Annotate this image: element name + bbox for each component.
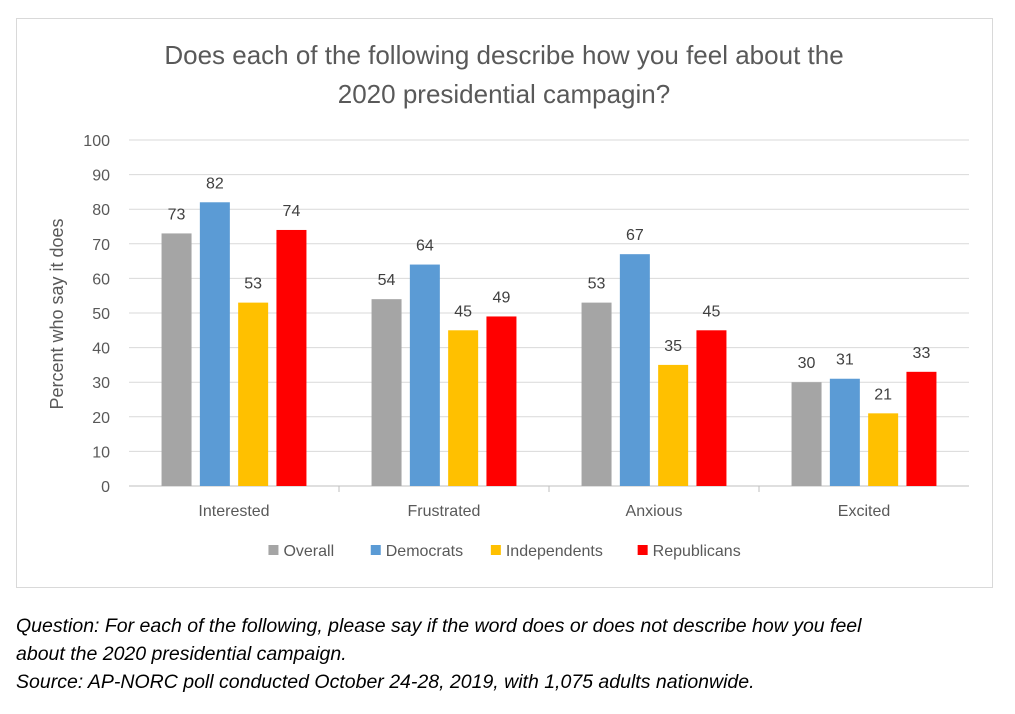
legend-swatch-independents bbox=[490, 545, 501, 555]
y-tick-label: 30 bbox=[92, 375, 110, 392]
y-tick-label: 40 bbox=[92, 341, 110, 358]
plot-area: 0 10 20 30 40 50 60 70 80 90 100 73 82 53 74 Interested… bbox=[83, 133, 969, 520]
legend-label-republicans: Republicans bbox=[653, 543, 741, 560]
y-tick-label: 20 bbox=[92, 410, 110, 427]
y-tick-label: 60 bbox=[92, 271, 110, 288]
y-tick-label: 10 bbox=[92, 444, 110, 461]
data-label: 54 bbox=[378, 272, 396, 289]
legend-swatch-overall bbox=[268, 545, 279, 555]
data-label: 64 bbox=[416, 238, 434, 255]
chart-title-line2: 2020 presidential campagin? bbox=[338, 79, 670, 109]
y-tick-label: 80 bbox=[92, 202, 110, 219]
data-label: 53 bbox=[588, 276, 606, 293]
bar-anxious-democrats bbox=[619, 254, 650, 486]
legend-label-independents: Independents bbox=[506, 543, 603, 560]
bar-interested-democrats bbox=[199, 202, 230, 486]
bar-excited-republicans bbox=[906, 371, 937, 486]
data-label: 31 bbox=[836, 352, 854, 369]
data-label: 35 bbox=[664, 338, 682, 355]
x-tick-label: Anxious bbox=[626, 503, 683, 520]
bar-chart: Does each of the following describe how … bbox=[47, 40, 969, 560]
y-tick-label: 0 bbox=[101, 479, 110, 496]
data-label: 45 bbox=[454, 303, 472, 320]
y-tick-label: 50 bbox=[92, 306, 110, 323]
data-label: 49 bbox=[493, 289, 511, 306]
data-label: 53 bbox=[244, 276, 262, 293]
legend-swatch-democrats bbox=[370, 545, 381, 555]
bar-interested-independents bbox=[238, 302, 269, 486]
bar-interested-republicans bbox=[276, 229, 307, 486]
y-tick-label: 90 bbox=[92, 168, 110, 185]
bar-frustrated-republicans bbox=[486, 316, 517, 486]
data-label: 74 bbox=[283, 203, 301, 220]
bar-frustrated-independents bbox=[448, 330, 479, 486]
data-label: 21 bbox=[874, 386, 892, 403]
data-label: 33 bbox=[913, 345, 931, 362]
legend: Overall Democrats Independents Republicans bbox=[268, 543, 741, 560]
y-tick-label: 100 bbox=[83, 133, 110, 150]
question-note-continued: about the 2020 presidential campaign. bbox=[16, 643, 347, 665]
data-label: 82 bbox=[206, 175, 224, 192]
legend-label-democrats: Democrats bbox=[386, 543, 463, 560]
y-axis-label: Percent who say it does bbox=[47, 218, 67, 409]
footnote: Question: For each of the following, ple… bbox=[16, 612, 1006, 696]
question-note: Question: For each of the following, ple… bbox=[16, 615, 862, 637]
data-label: 45 bbox=[703, 303, 721, 320]
bar-excited-democrats bbox=[829, 378, 860, 486]
bar-excited-overall bbox=[791, 382, 822, 486]
bar-frustrated-democrats bbox=[409, 264, 440, 486]
legend-swatch-republicans bbox=[637, 545, 648, 555]
chart-title-line1: Does each of the following describe how … bbox=[164, 40, 843, 70]
bar-anxious-independents bbox=[658, 364, 689, 486]
legend-label-overall: Overall bbox=[283, 543, 334, 560]
data-label: 67 bbox=[626, 227, 644, 244]
data-label: 73 bbox=[168, 206, 186, 223]
x-tick-label: Interested bbox=[198, 503, 269, 520]
x-tick-label: Excited bbox=[838, 503, 890, 520]
data-label: 30 bbox=[798, 355, 816, 372]
bar-anxious-republicans bbox=[696, 330, 727, 486]
y-tick-label: 70 bbox=[92, 237, 110, 254]
x-tick-label: Frustrated bbox=[408, 503, 481, 520]
bar-frustrated-overall bbox=[371, 299, 402, 486]
bar-interested-overall bbox=[161, 233, 192, 486]
bar-excited-independents bbox=[868, 413, 899, 486]
source-note: Source: AP-NORC poll conducted October 2… bbox=[16, 671, 755, 693]
bar-anxious-overall bbox=[581, 302, 612, 486]
